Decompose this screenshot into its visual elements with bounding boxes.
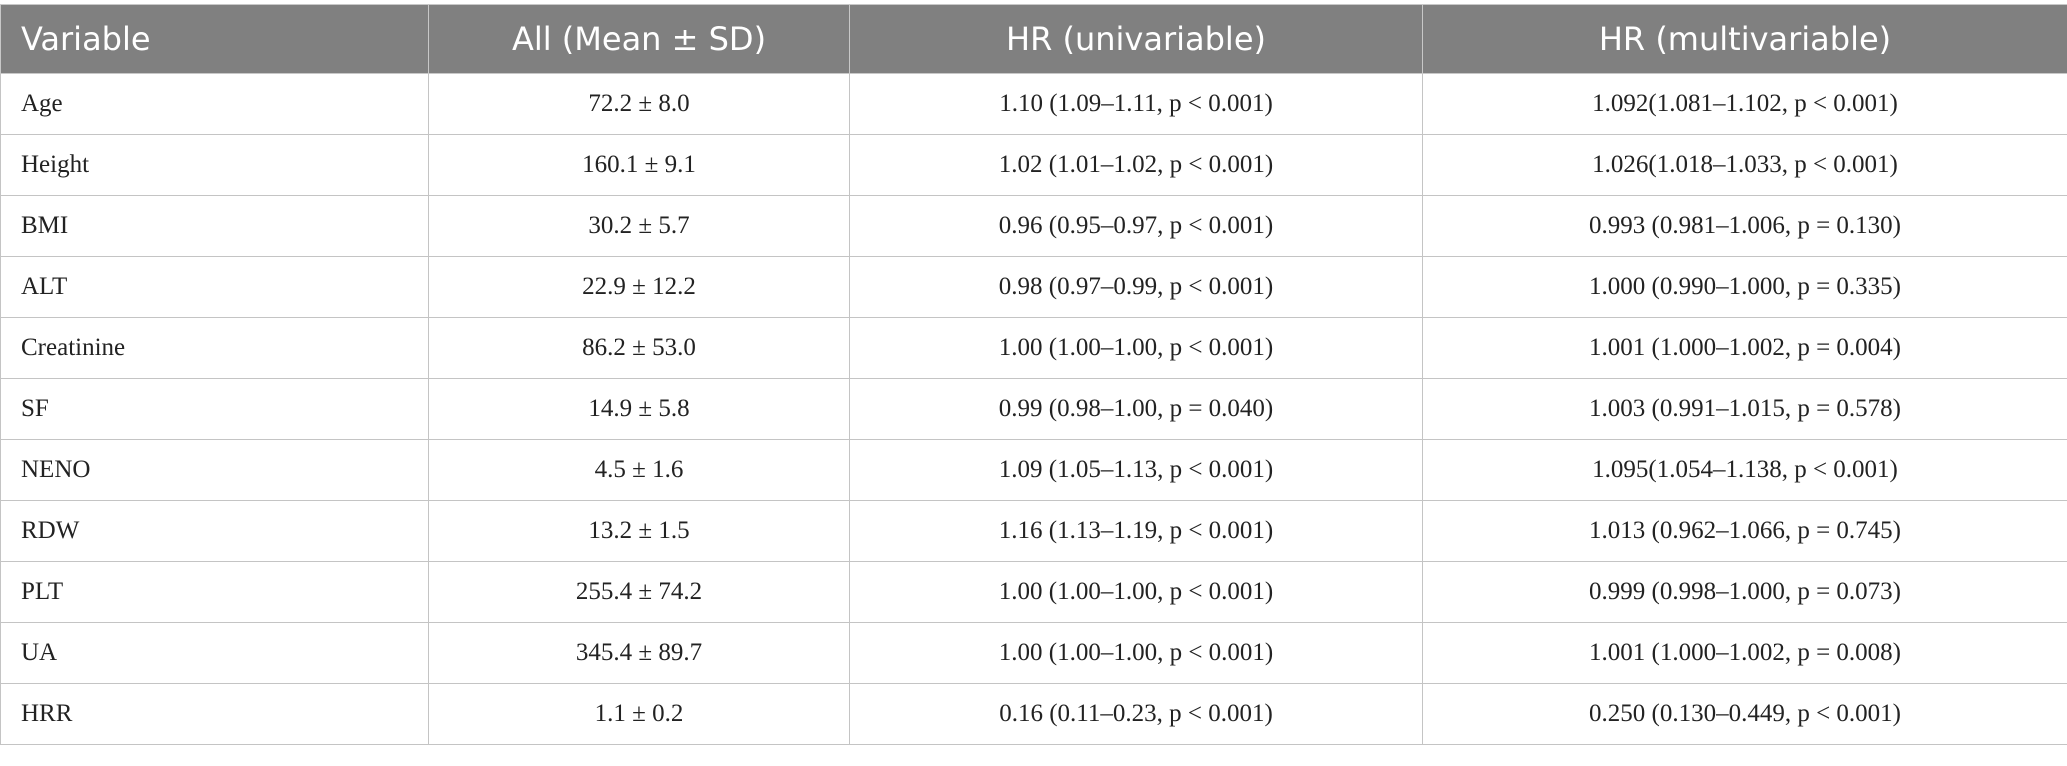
value-cell: 72.2 ± 8.0: [428, 73, 850, 135]
value-cell: 1.001 (1.000–1.002, p = 0.004): [1422, 317, 2067, 379]
value-cell: 1.00 (1.00–1.00, p < 0.001): [849, 622, 1423, 684]
variable-cell: SF: [0, 378, 429, 440]
value-cell: 14.9 ± 5.8: [428, 378, 850, 440]
table-row: PLT 255.4 ± 74.2 1.00 (1.00–1.00, p < 0.00…: [0, 561, 2067, 623]
variable-cell: Creatinine: [0, 317, 429, 379]
variable-cell: Age: [0, 73, 429, 135]
table-row: Creatinine 86.2 ± 53.0 1.00 (1.00–1.00, p …: [0, 317, 2067, 379]
value-cell: 30.2 ± 5.7: [428, 195, 850, 257]
header-cell: HR (univariable): [849, 4, 1423, 74]
value-cell: 13.2 ± 1.5: [428, 500, 850, 562]
table-row: Age 72.2 ± 8.0 1.10 (1.09–1.11, p < 0.001)…: [0, 73, 2067, 135]
value-cell: 1.013 (0.962–1.066, p = 0.745): [1422, 500, 2067, 562]
table-body: Age 72.2 ± 8.0 1.10 (1.09–1.11, p < 0.001)…: [0, 73, 2067, 745]
variable-cell: NENO: [0, 439, 429, 501]
value-cell: 345.4 ± 89.7: [428, 622, 850, 684]
table-row: SF 14.9 ± 5.8 0.99 (0.98–1.00, p = 0.040) 1…: [0, 378, 2067, 440]
value-cell: 1.16 (1.13–1.19, p < 0.001): [849, 500, 1423, 562]
value-cell: 0.98 (0.97–0.99, p < 0.001): [849, 256, 1423, 318]
value-cell: 0.99 (0.98–1.00, p = 0.040): [849, 378, 1423, 440]
value-cell: 1.09 (1.05–1.13, p < 0.001): [849, 439, 1423, 501]
table-row: RDW 13.2 ± 1.5 1.16 (1.13–1.19, p < 0.001)…: [0, 500, 2067, 562]
value-cell: 1.00 (1.00–1.00, p < 0.001): [849, 561, 1423, 623]
value-cell: 1.000 (0.990–1.000, p = 0.335): [1422, 256, 2067, 318]
value-cell: 0.993 (0.981–1.006, p = 0.130): [1422, 195, 2067, 257]
value-cell: 1.00 (1.00–1.00, p < 0.001): [849, 317, 1423, 379]
header-row: Variable All (Mean ± SD) HR (univariable) H…: [0, 4, 2067, 74]
variable-cell: BMI: [0, 195, 429, 257]
value-cell: 1.10 (1.09–1.11, p < 0.001): [849, 73, 1423, 135]
variable-cell: PLT: [0, 561, 429, 623]
value-cell: 0.999 (0.998–1.000, p = 0.073): [1422, 561, 2067, 623]
header-cell: HR (multivariable): [1422, 4, 2067, 74]
value-cell: 0.250 (0.130–0.449, p < 0.001): [1422, 683, 2067, 745]
variable-cell: Height: [0, 134, 429, 196]
table-row: NENO 4.5 ± 1.6 1.09 (1.05–1.13, p < 0.001)…: [0, 439, 2067, 501]
value-cell: 160.1 ± 9.1: [428, 134, 850, 196]
variable-cell: ALT: [0, 256, 429, 318]
table-row: UA 345.4 ± 89.7 1.00 (1.00–1.00, p < 0.001…: [0, 622, 2067, 684]
value-cell: 1.1 ± 0.2: [428, 683, 850, 745]
value-cell: 1.02 (1.01–1.02, p < 0.001): [849, 134, 1423, 196]
value-cell: 0.96 (0.95–0.97, p < 0.001): [849, 195, 1423, 257]
value-cell: 4.5 ± 1.6: [428, 439, 850, 501]
value-cell: 1.026(1.018–1.033, p < 0.001): [1422, 134, 2067, 196]
value-cell: 1.092(1.081–1.102, p < 0.001): [1422, 73, 2067, 135]
value-cell: 86.2 ± 53.0: [428, 317, 850, 379]
table-row: ALT 22.9 ± 12.2 0.98 (0.97–0.99, p < 0.001…: [0, 256, 2067, 318]
header-cell: All (Mean ± SD): [428, 4, 850, 74]
table-row: Height 160.1 ± 9.1 1.02 (1.01–1.02, p < 0.…: [0, 134, 2067, 196]
value-cell: 0.16 (0.11–0.23, p < 0.001): [849, 683, 1423, 745]
value-cell: 22.9 ± 12.2: [428, 256, 850, 318]
value-cell: 1.001 (1.000–1.002, p = 0.008): [1422, 622, 2067, 684]
value-cell: 255.4 ± 74.2: [428, 561, 850, 623]
header-cell: Variable: [0, 4, 429, 74]
table-row: HRR 1.1 ± 0.2 0.16 (0.11–0.23, p < 0.001) 0…: [0, 683, 2067, 745]
variable-cell: RDW: [0, 500, 429, 562]
value-cell: 1.003 (0.991–1.015, p = 0.578): [1422, 378, 2067, 440]
results-table: Variable All (Mean ± SD) HR (univariable) H…: [0, 4, 2067, 745]
variable-cell: UA: [0, 622, 429, 684]
variable-cell: HRR: [0, 683, 429, 745]
value-cell: 1.095(1.054–1.138, p < 0.001): [1422, 439, 2067, 501]
table-row: BMI 30.2 ± 5.7 0.96 (0.95–0.97, p < 0.001)…: [0, 195, 2067, 257]
